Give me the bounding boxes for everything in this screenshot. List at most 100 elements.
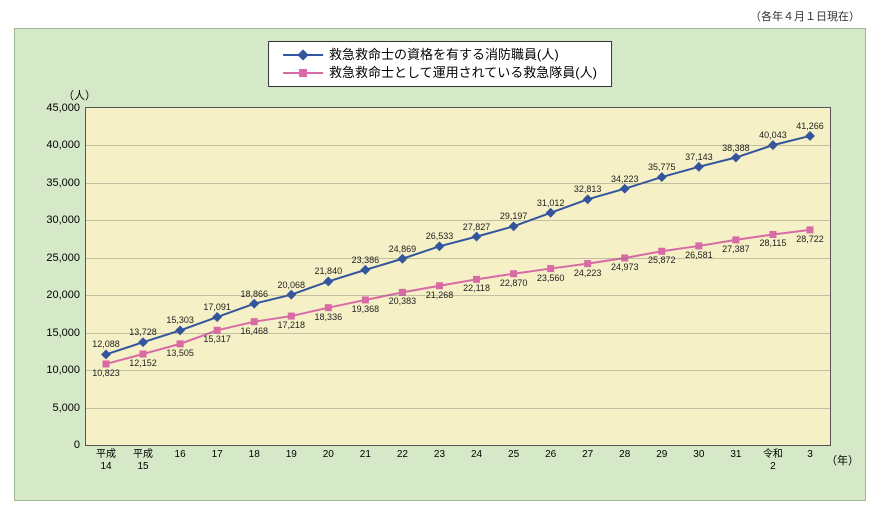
x-tick-label: 26: [545, 445, 556, 461]
gridline: [86, 295, 830, 296]
gridline: [86, 220, 830, 221]
data-label: 27,827: [463, 223, 491, 232]
legend-label: 救急救命士として運用されている救急隊員(人): [329, 64, 597, 82]
legend: 救急救命士の資格を有する消防職員(人)救急救命士として運用されている救急隊員(人…: [268, 41, 612, 87]
series-marker: [732, 236, 739, 243]
data-label: 20,068: [277, 281, 305, 290]
data-label: 26,533: [426, 232, 454, 241]
x-tick-label: 20: [323, 445, 334, 461]
series-marker: [620, 184, 630, 194]
x-tick-label: 27: [582, 445, 593, 461]
series-marker: [583, 194, 593, 204]
series-marker: [249, 299, 259, 309]
data-label: 24,869: [389, 245, 417, 254]
gridline: [86, 370, 830, 371]
data-label: 26,581: [685, 251, 713, 260]
y-tick-label: 40,000: [46, 139, 86, 151]
series-marker: [435, 241, 445, 251]
plot-area: 05,00010,00015,00020,00025,00030,00035,0…: [85, 107, 831, 446]
data-label: 16,468: [240, 327, 268, 336]
x-tick-label: 23: [434, 445, 445, 461]
data-label: 15,303: [166, 316, 194, 325]
y-axis-unit: （人）: [63, 87, 96, 103]
gridline: [86, 333, 830, 334]
data-label: 23,560: [537, 274, 565, 283]
legend-item: 救急救命士として運用されている救急隊員(人): [283, 64, 597, 82]
figure-root: （各年４月１日現在） 救急救命士の資格を有する消防職員(人)救急救命士として運用…: [0, 0, 880, 515]
data-label: 37,143: [685, 153, 713, 162]
x-tick-label: 17: [212, 445, 223, 461]
x-tick-label: 21: [360, 445, 371, 461]
legend-marker: [283, 54, 323, 56]
series-marker: [212, 312, 222, 322]
x-tick-label: 18: [249, 445, 260, 461]
data-label: 23,386: [352, 256, 380, 265]
data-label: 18,336: [315, 313, 343, 322]
series-marker: [325, 304, 332, 311]
series-marker: [138, 337, 148, 347]
data-label: 21,840: [315, 267, 343, 276]
series-marker: [657, 172, 667, 182]
data-label: 12,152: [129, 359, 157, 368]
data-label: 31,012: [537, 199, 565, 208]
series-marker: [695, 242, 702, 249]
data-label: 28,115: [760, 239, 787, 248]
x-tick-label: 22: [397, 445, 408, 461]
data-label: 15,317: [203, 335, 231, 344]
y-tick-label: 45,000: [46, 102, 86, 114]
series-marker: [177, 340, 184, 347]
x-tick-label: 平成14: [96, 445, 116, 473]
series-marker: [323, 276, 333, 286]
series-marker: [509, 221, 519, 231]
y-tick-label: 30,000: [46, 214, 86, 226]
y-tick-label: 5,000: [52, 402, 86, 414]
chart-background: 救急救命士の資格を有する消防職員(人)救急救命士として運用されている救急隊員(人…: [14, 28, 866, 501]
data-label: 41,266: [796, 122, 824, 131]
series-marker: [807, 226, 814, 233]
data-label: 29,197: [500, 212, 528, 221]
series-marker: [473, 276, 480, 283]
legend-label: 救急救命士の資格を有する消防職員(人): [329, 46, 559, 64]
data-label: 27,387: [722, 245, 750, 254]
series-marker: [103, 360, 110, 367]
series-marker: [694, 162, 704, 172]
data-label: 17,218: [277, 321, 305, 330]
x-tick-label: 31: [730, 445, 741, 461]
x-tick-label: 平成15: [133, 445, 153, 473]
legend-marker: [283, 72, 323, 74]
x-axis-unit: （年）: [826, 452, 859, 468]
series-marker: [288, 313, 295, 320]
series-marker: [472, 232, 482, 242]
series-marker: [769, 231, 776, 238]
data-label: 32,813: [574, 185, 602, 194]
y-tick-label: 15,000: [46, 327, 86, 339]
series-marker: [546, 208, 556, 218]
data-label: 13,728: [129, 328, 157, 337]
series-marker: [251, 318, 258, 325]
series-marker: [175, 325, 185, 335]
data-label: 19,368: [352, 305, 380, 314]
data-label: 22,870: [500, 279, 528, 288]
series-marker: [362, 296, 369, 303]
gridline: [86, 183, 830, 184]
series-marker: [510, 270, 517, 277]
y-tick-label: 10,000: [46, 364, 86, 376]
data-label: 40,043: [759, 131, 787, 140]
series-marker: [436, 282, 443, 289]
data-label: 12,088: [92, 340, 120, 349]
x-tick-label: 29: [656, 445, 667, 461]
series-marker: [360, 265, 370, 275]
series-marker: [547, 265, 554, 272]
data-label: 18,866: [240, 290, 268, 299]
x-tick-label: 30: [693, 445, 704, 461]
x-tick-label: 16: [175, 445, 186, 461]
data-label: 35,775: [648, 163, 676, 172]
y-tick-label: 25,000: [46, 252, 86, 264]
date-note: （各年４月１日現在）: [750, 8, 860, 24]
series-marker: [101, 350, 111, 360]
series-marker: [805, 131, 815, 141]
line-layer: [86, 108, 830, 445]
x-tick-label: 25: [508, 445, 519, 461]
y-tick-label: 35,000: [46, 177, 86, 189]
data-label: 24,223: [574, 269, 602, 278]
